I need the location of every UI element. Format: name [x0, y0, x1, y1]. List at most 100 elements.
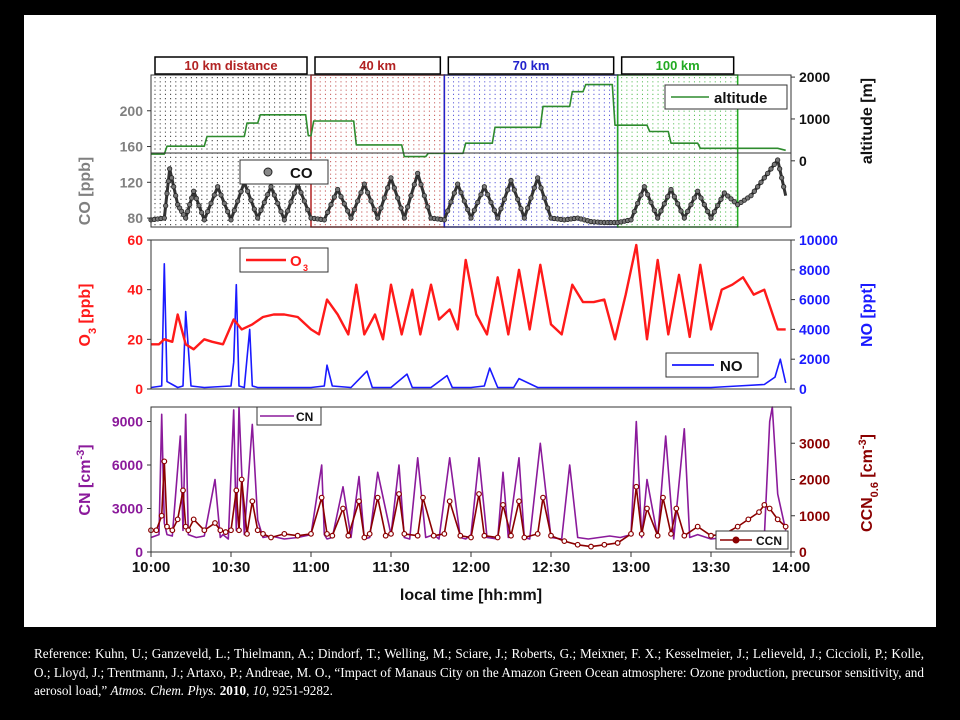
co-point [238, 189, 244, 195]
co-point [441, 217, 447, 223]
ccn-point [628, 530, 634, 537]
segment-label-1: 10 km distance [184, 58, 277, 73]
co-point [228, 217, 234, 223]
cn-tick-label: 9000 [112, 414, 143, 430]
ccn-point [169, 527, 176, 534]
co-point [385, 185, 391, 191]
ccn-point [244, 530, 250, 537]
ccn-point [745, 516, 752, 523]
ccn-point [174, 516, 181, 523]
ccn-point [521, 534, 528, 541]
co-point [538, 185, 544, 191]
co-point [531, 185, 537, 191]
ccn-point [182, 523, 189, 530]
ccn-point [180, 487, 186, 494]
ccn-point [329, 532, 336, 539]
co-point [761, 175, 767, 181]
ccn-point [774, 516, 781, 523]
co-point [218, 192, 224, 198]
ccn-point [164, 523, 170, 530]
cn-axis-title-part: ] [77, 444, 94, 449]
ccn-point [644, 505, 650, 512]
co-tick-label: 120 [120, 174, 144, 190]
panel-frame-middle [150, 239, 792, 390]
co-tick-label: 200 [120, 103, 144, 119]
altitude-axis-title-part: altitude [m] [859, 78, 876, 164]
co-point [191, 188, 197, 194]
co-point [701, 202, 707, 208]
co-legend-box [239, 159, 329, 185]
co-point [411, 181, 417, 188]
co-point [638, 192, 644, 198]
co-point [528, 195, 534, 201]
co-point [777, 166, 783, 172]
co-point [189, 195, 195, 201]
co-point [478, 191, 484, 198]
ccn-point [158, 512, 165, 519]
ccn-point [374, 494, 381, 501]
x-tick-label: 14:00 [772, 559, 810, 576]
ccn-point [324, 530, 330, 537]
co-point [265, 191, 271, 198]
ccn-point [561, 538, 568, 545]
co-point [408, 193, 414, 199]
co-point [169, 175, 175, 181]
co-point [671, 194, 677, 200]
ccn-axis-title-part: -3 [857, 439, 869, 449]
co-point [501, 196, 507, 202]
ccn-point [476, 491, 482, 497]
co-point [255, 215, 261, 221]
co-point [328, 202, 334, 208]
co-point [355, 198, 361, 204]
ccn-point [494, 534, 501, 541]
co-point [425, 204, 431, 210]
co-point [698, 195, 704, 201]
ccn-tick-label: 0 [799, 544, 807, 560]
co-point [448, 199, 454, 205]
co-legend-swatch [263, 167, 273, 177]
ccn-point [190, 516, 197, 523]
ccn-point [318, 494, 325, 501]
co-point [381, 195, 387, 201]
co-point [511, 187, 517, 193]
ccn-point [356, 498, 362, 505]
no-legend-label: NO [720, 358, 743, 375]
ccn-point [308, 530, 314, 537]
co-point [378, 205, 384, 211]
ccn-point [654, 532, 661, 539]
ccn-point [153, 527, 160, 534]
ccn-point [694, 523, 701, 530]
x-tick-label: 11:30 [372, 559, 410, 576]
co-point [205, 208, 211, 215]
ccn-axis-title-part: CCN [859, 497, 876, 532]
co-point [271, 192, 277, 198]
segment-label-4: 100 km [656, 58, 700, 73]
x-axis-title: local time [hh:mm] [400, 587, 542, 604]
co-point [498, 206, 504, 212]
ccn-point [756, 509, 762, 516]
o3-tick-label: 60 [127, 232, 143, 248]
co-point [751, 188, 757, 194]
co-point [695, 188, 701, 194]
co-point [371, 206, 377, 213]
co-point [491, 207, 497, 213]
co-point [688, 202, 694, 208]
o3-tick-label: 20 [127, 331, 143, 347]
ccn-point [481, 532, 488, 539]
reference-citation: Reference: Kuhn, U.; Ganzeveld, L.; Thie… [34, 646, 924, 698]
ccn-point [668, 530, 674, 537]
co-point [718, 196, 724, 202]
no-tick-label: 0 [799, 381, 807, 397]
co-point [167, 166, 173, 172]
ccn-axis-title-part: 0.6 [869, 482, 881, 497]
ccn-point [212, 520, 218, 526]
o3-tick-label: 0 [135, 381, 143, 397]
co-point [505, 187, 511, 193]
co-tick-label: 160 [120, 139, 144, 155]
ccn-point [185, 527, 192, 534]
co-point [731, 199, 737, 205]
co-point [183, 215, 189, 221]
ccn-point [249, 498, 256, 505]
co-point [268, 184, 274, 190]
co-point [335, 186, 341, 193]
